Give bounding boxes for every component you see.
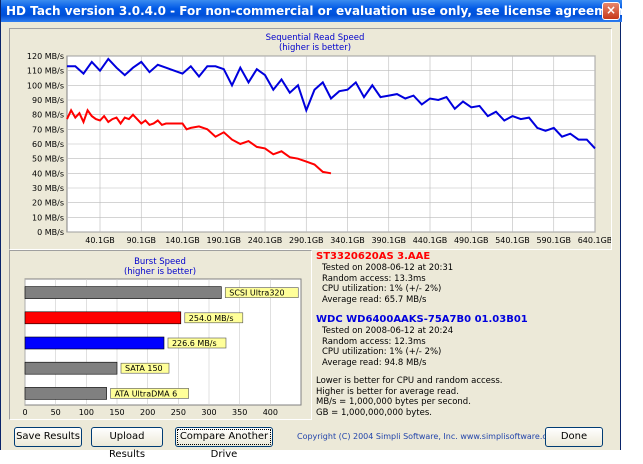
x-tick-label: 0 [22, 408, 27, 417]
note-line: GB = 1,000,000,000 bytes. [316, 407, 432, 418]
burst-bar [24, 336, 165, 350]
x-tick-label: 100 [79, 408, 94, 417]
drive1-random-access: Random access: 13.3ms [322, 273, 426, 284]
burst-chart: Burst Speed (higher is better) 0 50 100 150… [22, 257, 302, 417]
title-bar[interactable]: HD Tach version 3.0.4.0 - For non-commer… [1, 0, 634, 22]
x-tick-label: 150 [109, 408, 124, 417]
burst-bar-label-box [120, 362, 170, 374]
drive-info-panel: ST3320620AS 3.AAE Tested on 2008-06-12 a… [316, 250, 601, 418]
compare-drive-button[interactable]: Compare Another Drive [175, 427, 273, 460]
x-tick-label: 250 [171, 408, 186, 417]
burst-bar-label: SATA 150 [125, 364, 163, 373]
read-chart-subtitle: (higher is better) [279, 43, 351, 53]
y-tick-label: 80 MB/s [32, 111, 64, 120]
y-tick-label: 0 MB/s [37, 228, 64, 237]
y-tick-label: 50 MB/s [32, 155, 64, 164]
drive2-name: WDC WD6400AAKS-75A7B0 01.03B01 [316, 314, 528, 325]
burst-bar-label-box [110, 388, 189, 399]
burst-bar-label: SCSI Ultra320 [229, 289, 284, 298]
note-line: Lower is better for CPU and random acces… [316, 376, 503, 386]
burst-bar [24, 286, 222, 299]
x-tick-label: 540.1GB [495, 236, 530, 245]
x-tick-label: 200 [140, 408, 155, 417]
y-tick-label: 70 MB/s [32, 125, 64, 134]
x-tick-label: 240.1GB [248, 236, 283, 245]
drive1-name: ST3320620AS 3.AAE [316, 251, 431, 262]
drive1-average-read: Average read: 65.7 MB/s [322, 294, 427, 305]
close-button[interactable]: × [602, 2, 620, 20]
save-results-button[interactable]: Save Results [14, 427, 82, 447]
read-grid [67, 55, 596, 233]
read-chart-title: Sequential Read Speed [266, 33, 365, 43]
burst-bar-label: 254.0 MB/s [189, 314, 234, 323]
x-tick-label: 490.1GB [454, 236, 489, 245]
y-tick-label: 110 MB/s [27, 67, 64, 76]
x-tick-label: 50 [51, 408, 61, 417]
drive2-random-access: Random access: 12.3ms [322, 336, 426, 347]
y-tick-label: 30 MB/s [32, 184, 64, 193]
spacer [316, 305, 601, 313]
burst-bar-label-box [167, 337, 227, 349]
x-tick-label: 290.1GB [289, 236, 324, 245]
y-tick-label: 10 MB/s [32, 213, 64, 222]
x-tick-label: 440.1GB [413, 236, 448, 245]
x-tick-label: 140.1GB [165, 236, 200, 245]
burst-bar [24, 387, 107, 400]
x-tick-label: 350 [232, 408, 247, 417]
spacer [316, 368, 601, 376]
x-tick-label: 400 [263, 408, 278, 417]
burst-chart-subtitle: (higher is better) [124, 267, 196, 277]
y-tick-label: 60 MB/s [32, 140, 64, 149]
read-chart-panel: Sequential Read Speed (higher is better)… [9, 28, 612, 250]
y-tick-label: 90 MB/s [32, 96, 64, 105]
app-window: HD Tach version 3.0.4.0 - For non-commer… [0, 0, 634, 460]
read-chart: Sequential Read Speed (higher is better)… [27, 33, 611, 245]
x-tick-label: 300 [201, 408, 216, 417]
x-tick-label: 590.1GB [536, 236, 571, 245]
burst-bar-label: 226.6 MB/s [172, 339, 217, 348]
done-button[interactable]: Done [545, 427, 603, 447]
upload-results-button[interactable]: Upload Results [91, 427, 163, 460]
copyright-text: Copyright (C) 2004 Simpli Software, Inc.… [297, 432, 560, 441]
drive1-cpu: CPU utilization: 1% (+/- 2%) [322, 284, 442, 294]
y-tick-label: 120 MB/s [27, 52, 64, 61]
series-line-drive1 [66, 108, 332, 175]
drive2-cpu: CPU utilization: 1% (+/- 2%) [322, 347, 442, 357]
burst-bar-label-box [224, 287, 299, 298]
burst-bar [24, 311, 182, 325]
series-line-drive2 [67, 57, 596, 150]
burst-x-axis: 0 50 100 150 200 250 300 350 400 [22, 408, 278, 417]
window-title: HD Tach version 3.0.4.0 - For non-commer… [6, 4, 634, 18]
drive2-average-read: Average read: 94.8 MB/s [322, 357, 427, 368]
y-tick-label: 40 MB/s [32, 169, 64, 178]
x-tick-label: 390.1GB [371, 236, 406, 245]
burst-chart-panel: Burst Speed (higher is better) 0 50 100 150… [9, 250, 312, 420]
x-tick-label: 340.1GB [330, 236, 365, 245]
note-line: Higher is better for average read. [316, 386, 459, 397]
y-tick-label: 20 MB/s [32, 199, 64, 208]
burst-bars: SCSI Ultra320 254.0 MB/s 226.6 MB/s SATA 15… [24, 286, 299, 400]
burst-bar-label: ATA UltraDMA 6 [115, 389, 178, 398]
x-tick-label: 640.1GB [578, 236, 611, 245]
y-tick-label: 100 MB/s [27, 81, 64, 90]
note-line: MB/s = 1,000,000 bytes per second. [316, 397, 471, 407]
read-x-axis: 40.1GB 90.1GB 140.1GB 190.1GB 240.1GB 290.1GB… [85, 236, 611, 245]
burst-bar-label-box [184, 312, 244, 324]
drive2-tested: Tested on 2008-06-12 at 20:24 [322, 326, 454, 336]
x-tick-label: 90.1GB [127, 236, 157, 245]
x-tick-label: 40.1GB [85, 236, 115, 245]
read-y-axis: 0 MB/s 10 MB/s 20 MB/s 30 MB/s 40 MB/s 50 MB/… [27, 52, 64, 237]
burst-chart-title: Burst Speed [134, 257, 186, 267]
burst-bar [24, 361, 118, 375]
drive1-tested: Tested on 2008-06-12 at 20:31 [322, 263, 454, 273]
x-tick-label: 190.1GB [206, 236, 241, 245]
